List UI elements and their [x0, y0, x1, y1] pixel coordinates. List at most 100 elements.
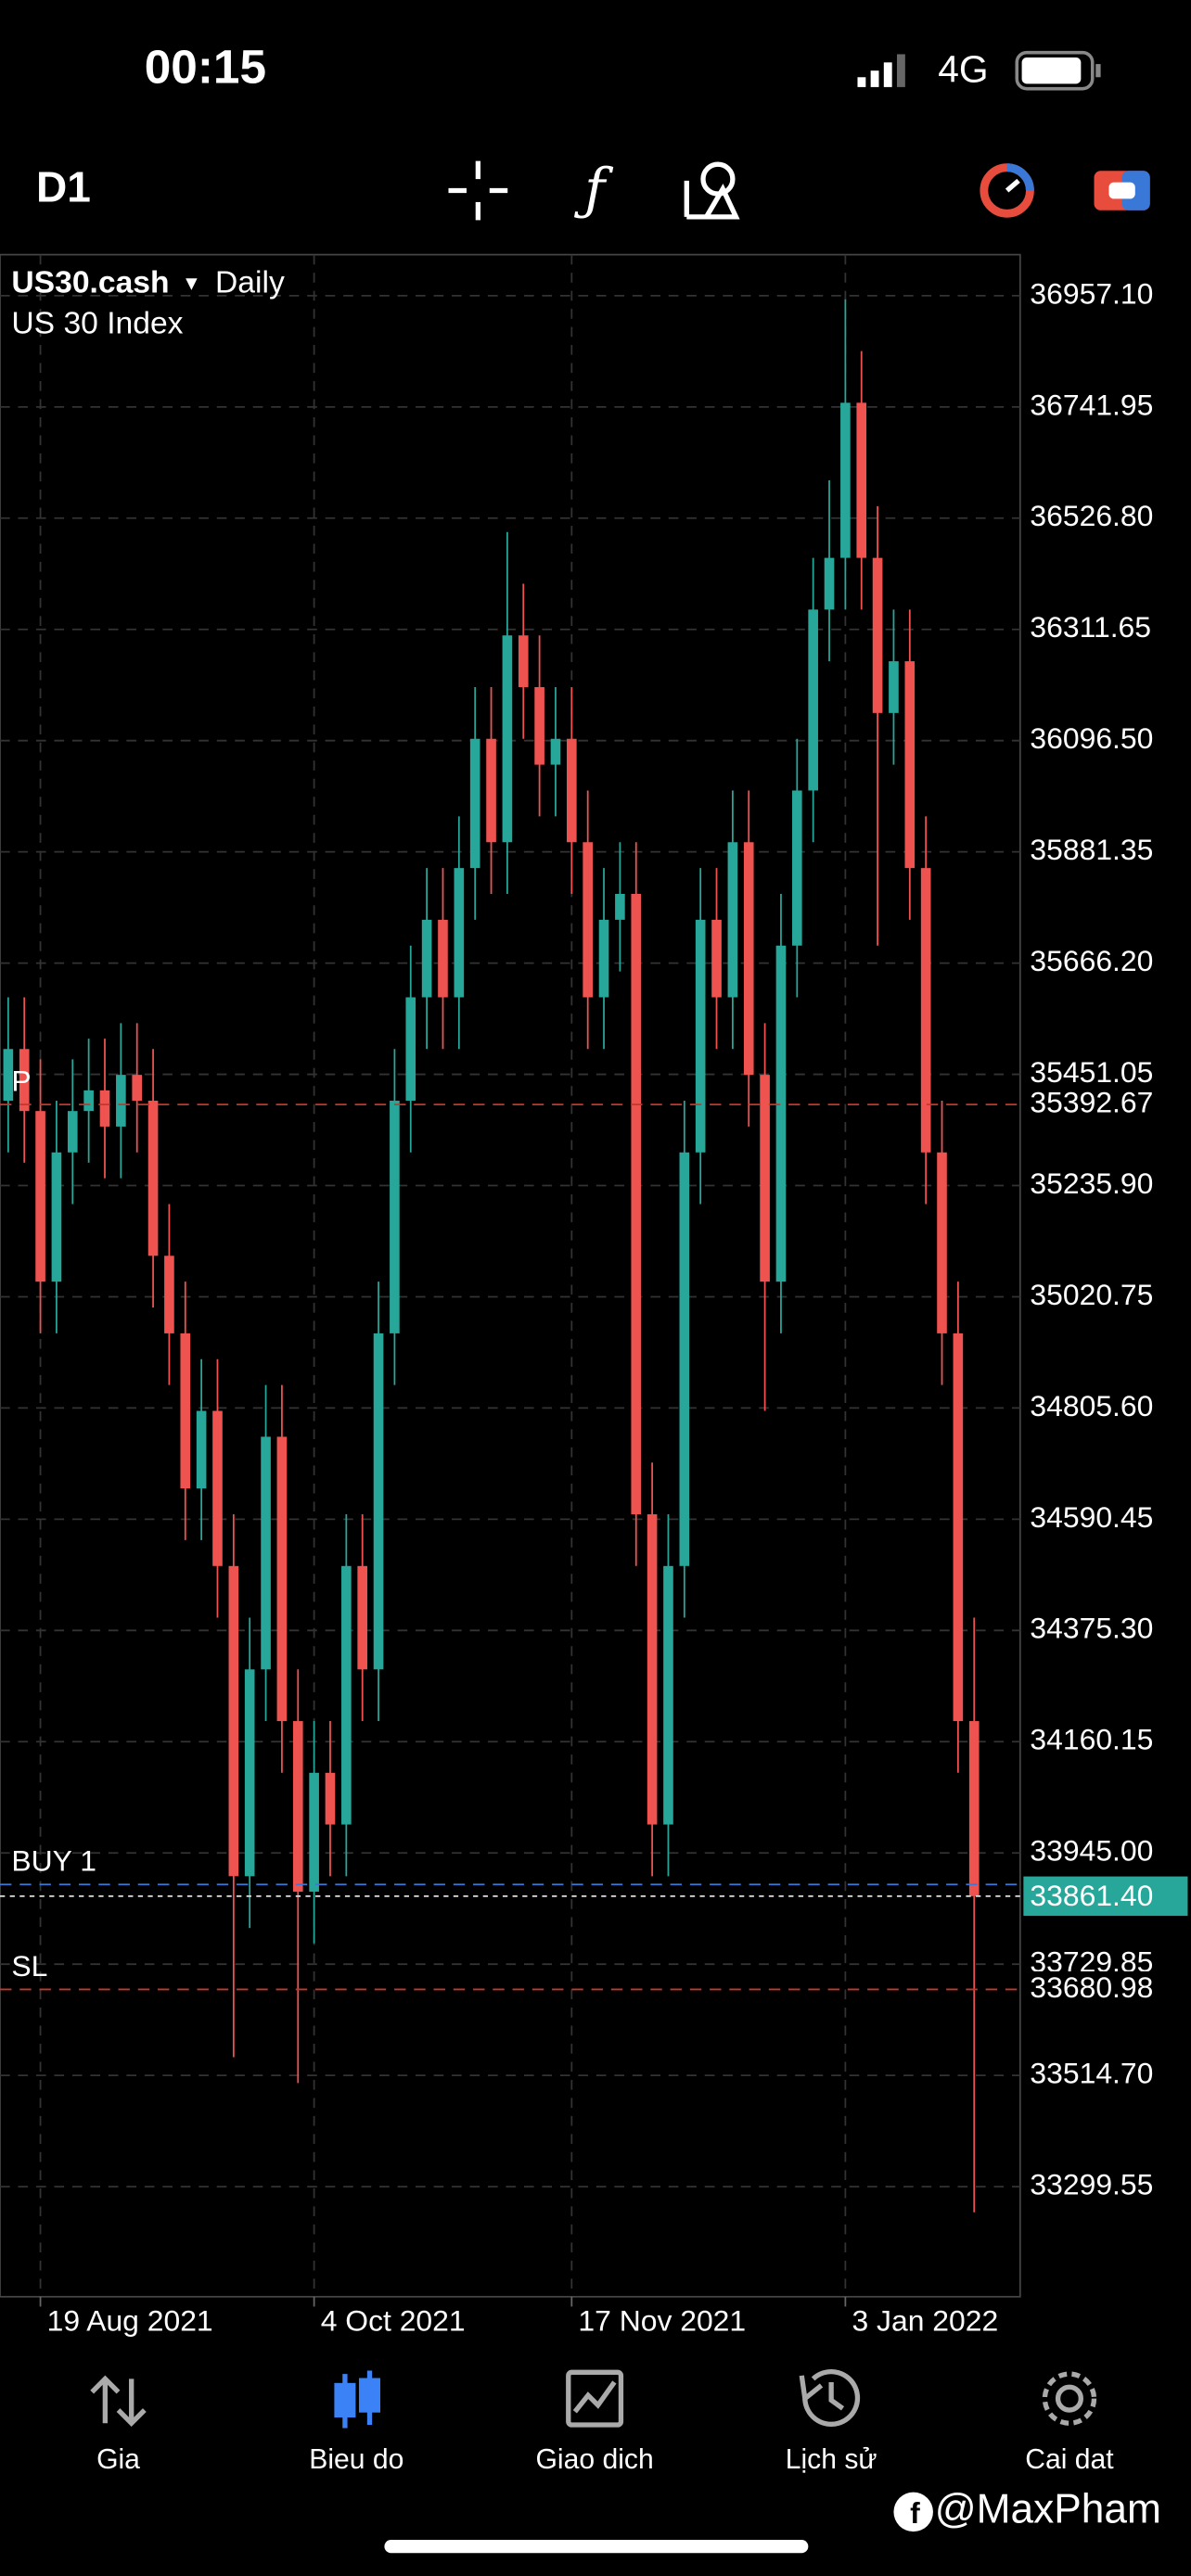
candle-body	[19, 1049, 30, 1112]
candle-body	[276, 1436, 288, 1722]
candle-body	[438, 919, 448, 998]
candle-body	[164, 1256, 174, 1333]
y-tick-label: 35881.35	[1030, 833, 1153, 866]
y-tick-label: 35666.20	[1030, 944, 1153, 977]
candle-body	[3, 1049, 14, 1102]
candle-body	[180, 1333, 191, 1489]
candle-body	[615, 894, 625, 920]
trade-button[interactable]	[1094, 171, 1150, 210]
candle-body	[486, 738, 496, 843]
level-name: P	[11, 1064, 31, 1097]
watermark: @MaxPham	[935, 2487, 1161, 2532]
level-price-bg	[1023, 1086, 1191, 1123]
candle-body	[775, 945, 787, 1282]
y-tick-label: 33514.70	[1030, 2057, 1153, 2090]
candle-body	[872, 557, 883, 713]
candle-body	[244, 1669, 255, 1877]
facebook-icon: f	[893, 2492, 933, 2532]
candle-body	[727, 842, 738, 998]
candle-body	[132, 1075, 143, 1102]
y-tick-label: 36741.95	[1030, 388, 1153, 421]
nav-item[interactable]: Cai dat	[1025, 2444, 1114, 2475]
candle-body	[583, 842, 593, 998]
candle-body	[502, 635, 513, 843]
candle-body	[51, 1152, 62, 1282]
candle-body	[808, 609, 818, 791]
candle-body	[373, 1333, 384, 1670]
level-name: BUY 1	[11, 1844, 96, 1878]
dropdown-arrow[interactable]: ▾	[186, 271, 198, 296]
y-tick-label: 33945.00	[1030, 1834, 1153, 1868]
candle-body	[567, 738, 577, 843]
chart-frame	[0, 253, 1021, 2298]
crosshair-button[interactable]	[448, 160, 508, 221]
level-price: 35392.67	[1030, 1086, 1153, 1119]
y-tick-label: 35020.75	[1030, 1278, 1153, 1311]
candle-body	[743, 842, 754, 1076]
period: Daily	[215, 265, 285, 300]
objects-button[interactable]	[684, 161, 740, 220]
level-price: 33680.98	[1030, 1970, 1153, 2004]
bottom-nav: Gia Bieu do Giao dich Lịch sử Cai dat	[96, 2444, 1114, 2475]
y-tick-label: 35235.90	[1030, 1167, 1153, 1200]
y-tick-label: 36311.65	[1030, 610, 1151, 644]
description: US 30 Index	[11, 307, 183, 341]
last-price-label: 33861.40	[1030, 1879, 1153, 1912]
y-tick-label: 34590.45	[1030, 1500, 1153, 1534]
candle-body	[631, 894, 642, 1515]
candle-body	[534, 686, 544, 765]
candle-body	[840, 402, 851, 558]
indicator-button[interactable]: ƒ	[573, 158, 614, 223]
candle-body	[309, 1772, 319, 1893]
y-tick-label: 34805.60	[1030, 1389, 1153, 1422]
x-tick-label: 17 Nov 2021	[578, 2304, 746, 2338]
candle-body	[196, 1410, 207, 1489]
x-tick-label: 4 Oct 2021	[321, 2304, 466, 2338]
y-tick-label: 36957.10	[1030, 276, 1153, 310]
candle-body	[357, 1565, 368, 1670]
candle-body	[679, 1152, 690, 1566]
candle-body	[856, 402, 867, 558]
candle-body	[67, 1111, 78, 1153]
candle-body	[550, 738, 561, 765]
candle-body	[35, 1111, 45, 1282]
candle-body	[292, 1721, 303, 1893]
candle-body	[904, 661, 916, 869]
nav-item[interactable]: Lịch sử	[786, 2444, 877, 2475]
candle-body	[968, 1721, 980, 1896]
svg-text:f: f	[910, 2496, 920, 2530]
clock: 00:15	[145, 41, 266, 94]
candle-body	[711, 919, 722, 998]
candle-body	[518, 635, 529, 687]
nav-item[interactable]: Giao dich	[536, 2444, 654, 2475]
candle-body	[695, 919, 706, 1153]
y-tick-label: 33299.55	[1030, 2168, 1153, 2201]
candle-body	[953, 1333, 964, 1722]
candle-body	[598, 919, 609, 998]
candle-body	[212, 1410, 223, 1566]
network: 4G	[938, 48, 988, 91]
candle-body	[228, 1565, 239, 1877]
timer-button[interactable]	[980, 163, 1034, 218]
candle-body	[663, 1565, 673, 1825]
candle-body	[147, 1101, 159, 1256]
level-name: SL	[11, 1949, 47, 1983]
candle-body	[920, 868, 931, 1153]
nav-icons	[90, 2368, 1097, 2429]
y-tick-label: 34160.15	[1030, 1723, 1153, 1756]
candle-body	[99, 1090, 110, 1127]
y-tick-label: 35451.05	[1030, 1055, 1153, 1089]
symbol[interactable]: US30.cash	[11, 265, 169, 300]
nav-item[interactable]: Bieu do	[309, 2444, 403, 2475]
candle-body	[405, 997, 416, 1102]
last-price-box	[1023, 1876, 1188, 1917]
nav-item[interactable]: Gia	[96, 2444, 140, 2475]
timeframe[interactable]: D1	[36, 163, 91, 211]
y-tick-label: 34375.30	[1030, 1612, 1153, 1645]
candle-body	[325, 1772, 336, 1825]
candle-body	[889, 661, 899, 713]
candle-body	[760, 1075, 770, 1282]
y-tick-label: 36096.50	[1030, 721, 1153, 755]
